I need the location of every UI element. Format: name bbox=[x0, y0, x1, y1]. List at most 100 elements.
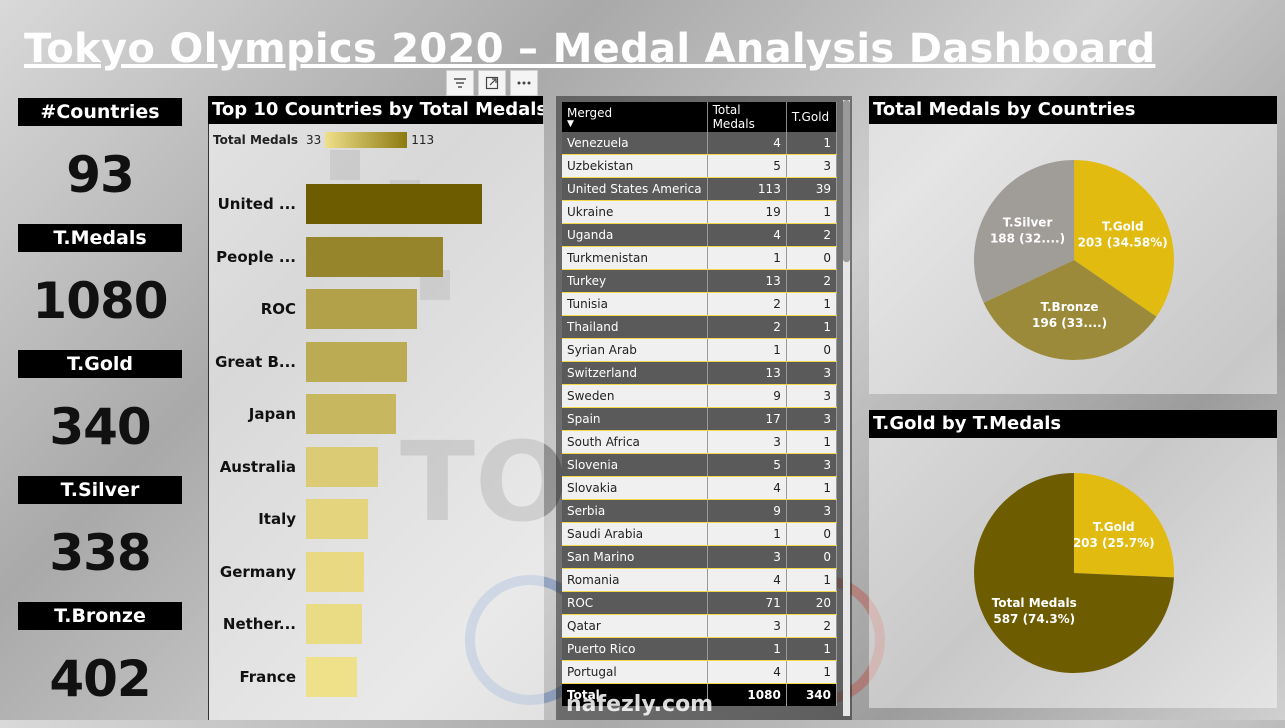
cell-gold: 3 bbox=[786, 499, 838, 523]
cell-country: Tunisia bbox=[562, 292, 708, 316]
table-row[interactable]: Sweden 9 3 bbox=[562, 384, 838, 408]
bar[interactable] bbox=[306, 656, 358, 697]
table-header-row: Merged ▼ Total Medals T.Gold bbox=[562, 102, 838, 132]
legend-min: 33 bbox=[305, 133, 322, 147]
bar[interactable] bbox=[306, 341, 408, 382]
cell-total-medals: 3 bbox=[707, 545, 787, 569]
column-header-merged[interactable]: Merged ▼ bbox=[562, 102, 708, 132]
table-row[interactable]: Thailand 2 1 bbox=[562, 315, 838, 339]
bar[interactable] bbox=[306, 446, 378, 487]
table-row[interactable]: Uzbekistan 5 3 bbox=[562, 154, 838, 178]
bar-row: France bbox=[209, 656, 544, 697]
table-row[interactable]: Tunisia 2 1 bbox=[562, 292, 838, 316]
cell-country: Slovenia bbox=[562, 453, 708, 477]
cell-gold: 39 bbox=[786, 177, 838, 201]
pie-slice[interactable] bbox=[1074, 473, 1174, 578]
cell-country: Saudi Arabia bbox=[562, 522, 708, 546]
table-row[interactable]: Slovakia 4 1 bbox=[562, 476, 838, 500]
bar-row: Italy bbox=[209, 499, 544, 539]
cell-country: Qatar bbox=[562, 614, 708, 638]
table-row[interactable]: Puerto Rico 1 1 bbox=[562, 637, 838, 661]
bar[interactable] bbox=[306, 394, 397, 434]
bar[interactable] bbox=[306, 551, 364, 592]
cell-total-medals: 1 bbox=[707, 637, 787, 661]
pie-medals-panel[interactable]: T.Gold 203 (34.58%) T.Bronze 196 (33....) T.… bbox=[869, 124, 1277, 394]
table-total-row: Total 1080 340 bbox=[562, 683, 838, 706]
bar-category-label: United ... bbox=[217, 195, 296, 213]
bar[interactable] bbox=[306, 289, 417, 329]
bar[interactable] bbox=[306, 184, 482, 224]
kpi-countries-label: #Countries bbox=[18, 98, 182, 126]
table-row[interactable]: Spain 17 3 bbox=[562, 407, 838, 431]
table-row[interactable]: ROC 71 20 bbox=[562, 591, 838, 615]
table-row[interactable]: Syrian Arab 1 0 bbox=[562, 338, 838, 362]
filter-icon[interactable] bbox=[446, 70, 474, 96]
cell-gold: 1 bbox=[786, 292, 838, 316]
cell-gold: 1 bbox=[786, 660, 838, 684]
table-scrollbar[interactable] bbox=[843, 100, 850, 716]
cell-country: Uganda bbox=[562, 223, 708, 247]
table-row[interactable]: Switzerland 13 3 bbox=[562, 361, 838, 385]
table-row[interactable]: Portugal 4 1 bbox=[562, 660, 838, 684]
pie-slice-name: T.Gold bbox=[1102, 219, 1144, 233]
cell-gold: 1 bbox=[786, 132, 838, 155]
bar-chart-panel[interactable]: Total Medals 33 113 United ... People ...… bbox=[208, 124, 544, 720]
cell-total-medals: 2 bbox=[707, 315, 787, 339]
cell-total-medals: 1 bbox=[707, 338, 787, 362]
more-options-icon[interactable] bbox=[510, 70, 538, 96]
bar[interactable] bbox=[306, 499, 369, 539]
table-row[interactable]: Venezuela 4 1 bbox=[562, 132, 838, 155]
bar-category-label: Australia bbox=[219, 457, 296, 476]
bar-category-label: Japan bbox=[248, 405, 296, 423]
table-row[interactable]: Saudi Arabia 1 0 bbox=[562, 522, 838, 546]
cell-gold: 1 bbox=[786, 315, 838, 339]
column-header-total-medals[interactable]: Total Medals bbox=[707, 102, 787, 132]
kpi-column: #Countries 93 T.Medals 1080 T.Gold 340 T… bbox=[18, 98, 182, 728]
table-row[interactable]: Turkey 13 2 bbox=[562, 269, 838, 293]
cell-gold: 1 bbox=[786, 568, 838, 592]
kpi-silver-label: T.Silver bbox=[18, 476, 182, 504]
cell-gold: 1 bbox=[786, 430, 838, 454]
pie-slice[interactable] bbox=[974, 473, 1174, 673]
watermark: nafezly.com bbox=[566, 692, 714, 717]
table-row[interactable]: Uganda 4 2 bbox=[562, 223, 838, 247]
bar[interactable] bbox=[306, 604, 363, 644]
table-row[interactable]: Turkmenistan 1 0 bbox=[562, 246, 838, 270]
cell-total-medals: 13 bbox=[707, 269, 787, 293]
table-row[interactable]: San Marino 3 0 bbox=[562, 545, 838, 569]
kpi-medals-label: T.Medals bbox=[18, 224, 182, 252]
column-header-gold[interactable]: T.Gold bbox=[786, 102, 838, 132]
cell-country: Romania bbox=[562, 568, 708, 592]
total-medals-value: 1080 bbox=[707, 683, 787, 706]
scrollbar-thumb[interactable] bbox=[843, 100, 850, 262]
bar[interactable] bbox=[306, 236, 444, 277]
table-row[interactable]: South Africa 3 1 bbox=[562, 430, 838, 454]
table-row[interactable]: Serbia 9 3 bbox=[562, 499, 838, 523]
table-row[interactable]: Qatar 3 2 bbox=[562, 614, 838, 638]
kpi-medals-value: 1080 bbox=[32, 272, 168, 330]
cell-total-medals: 13 bbox=[707, 361, 787, 385]
pie-slice[interactable] bbox=[974, 159, 1074, 303]
cell-gold: 3 bbox=[786, 407, 838, 431]
sort-descending-icon: ▼ bbox=[567, 119, 574, 129]
bar-row: ROC bbox=[209, 289, 544, 329]
table-row[interactable]: Romania 4 1 bbox=[562, 568, 838, 592]
medals-table: Merged ▼ Total Medals T.Gold Venezuela 4 1 U… bbox=[562, 102, 838, 706]
table-row[interactable]: Ukraine 19 1 bbox=[562, 200, 838, 224]
pie-slice[interactable] bbox=[983, 260, 1157, 360]
cell-country: Thailand bbox=[562, 315, 708, 339]
table-row[interactable]: United States America 113 39 bbox=[562, 177, 838, 201]
focus-mode-icon[interactable] bbox=[478, 70, 506, 96]
bar-row: Nether... bbox=[209, 604, 544, 644]
pie-slice[interactable] bbox=[1074, 160, 1174, 317]
table-row[interactable]: Slovenia 5 3 bbox=[562, 453, 838, 477]
bar-row: Germany bbox=[209, 551, 544, 592]
kpi-silver-value: 338 bbox=[49, 524, 151, 582]
bar-category-label: Germany bbox=[219, 562, 296, 581]
cell-gold: 3 bbox=[786, 384, 838, 408]
cell-total-medals: 9 bbox=[707, 499, 787, 523]
cell-gold: 2 bbox=[786, 614, 838, 638]
pie-gold-panel[interactable]: T.Gold 203 (25.7%) Total Medals 587 (74.3%) bbox=[869, 438, 1277, 708]
pie-medals-chart: T.Gold 203 (34.58%) T.Bronze 196 (33....) T.… bbox=[974, 159, 1174, 360]
kpi-bronze-label: T.Bronze bbox=[18, 602, 182, 630]
